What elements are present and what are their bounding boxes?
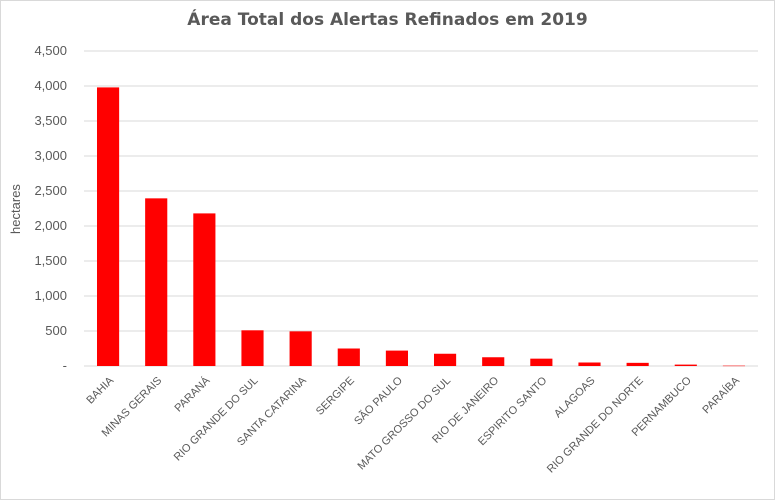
bar bbox=[193, 213, 216, 366]
gridlines bbox=[84, 50, 758, 367]
bar bbox=[96, 87, 120, 367]
bars bbox=[96, 87, 746, 367]
y-tick-label: 3,000 bbox=[34, 148, 67, 163]
bar bbox=[433, 353, 457, 366]
x-category-label: SERGIPE bbox=[314, 375, 357, 418]
x-category-label: PARAÍBA bbox=[700, 373, 743, 416]
bar bbox=[289, 331, 312, 366]
x-category-label: PARANÁ bbox=[172, 373, 213, 414]
y-tick-label: 4,000 bbox=[34, 78, 67, 93]
y-tick-label: 1,000 bbox=[34, 288, 67, 303]
y-tick-label: - bbox=[63, 358, 67, 373]
y-tick-label: 1,500 bbox=[34, 253, 67, 268]
y-axis-ticks: - 500 1,000 1,500 2,000 2,500 3,000 3,500 4,000 4… bbox=[34, 43, 67, 373]
bar bbox=[626, 362, 649, 366]
x-category-label: MATO GROSSO DO SUL bbox=[356, 375, 454, 473]
bar bbox=[530, 358, 553, 366]
y-tick-label: 2,000 bbox=[34, 218, 67, 233]
y-tick-label: 2,500 bbox=[34, 183, 67, 198]
x-category-label: ALAGOAS bbox=[552, 375, 598, 421]
bar bbox=[674, 364, 697, 366]
chart-title: Área Total dos Alertas Refinados em 2019 bbox=[187, 10, 588, 30]
y-tick-label: 3,500 bbox=[34, 113, 67, 128]
x-category-label: RIO GRANDE DO SUL bbox=[172, 375, 261, 464]
x-category-label: SÃO PAULO bbox=[351, 374, 405, 428]
y-tick-label: 4,500 bbox=[34, 43, 67, 58]
bar bbox=[482, 357, 505, 366]
bar bbox=[145, 198, 168, 366]
y-axis-title: hectares bbox=[8, 184, 23, 234]
bar bbox=[385, 350, 409, 366]
bar bbox=[337, 348, 360, 366]
x-category-label: BAHIA bbox=[84, 374, 116, 406]
bar bbox=[241, 330, 264, 366]
bar bbox=[578, 362, 601, 366]
y-tick-label: 500 bbox=[45, 323, 67, 338]
x-category-label: RIO GRANDE DO NORTE bbox=[545, 375, 646, 476]
bar bbox=[722, 365, 746, 367]
